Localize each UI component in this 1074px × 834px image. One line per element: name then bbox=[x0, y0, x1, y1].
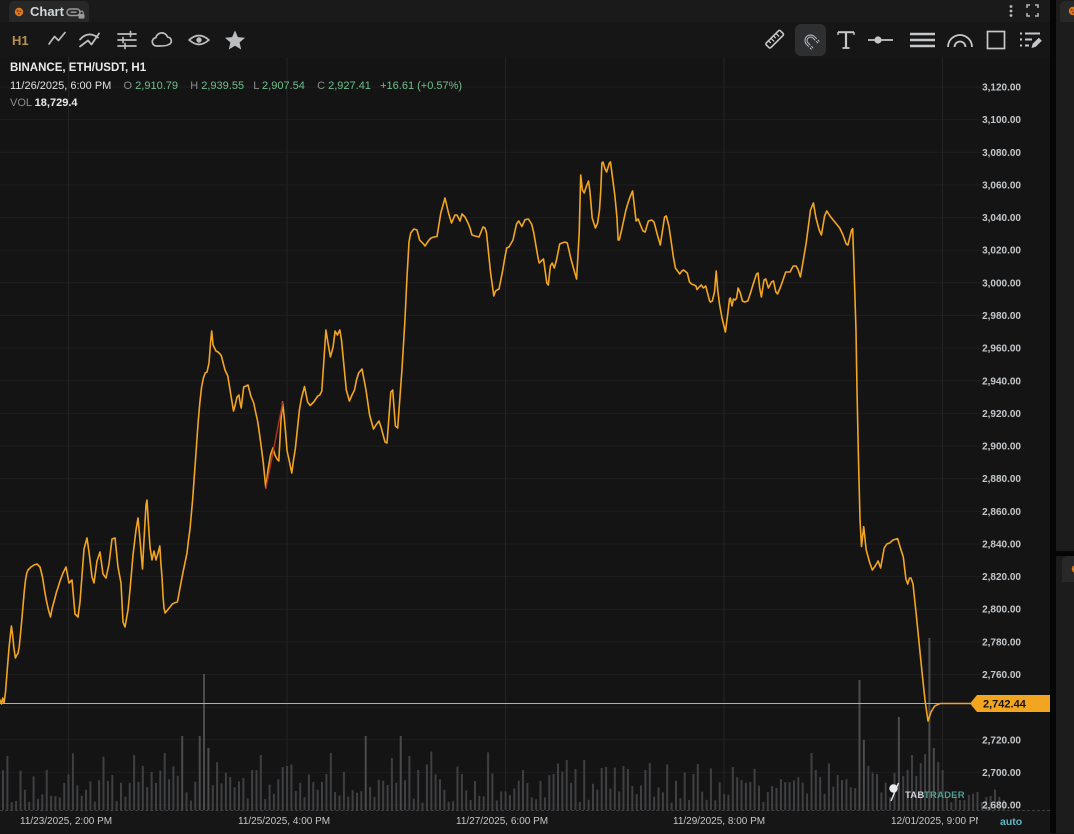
svg-text:3,040.00: 3,040.00 bbox=[982, 213, 1021, 224]
svg-text:3,060.00: 3,060.00 bbox=[982, 180, 1021, 191]
svg-text:2,900.00: 2,900.00 bbox=[982, 442, 1021, 453]
svg-text:2,980.00: 2,980.00 bbox=[982, 311, 1021, 322]
svg-text:3,100.00: 3,100.00 bbox=[982, 115, 1021, 126]
svg-text:2,860.00: 2,860.00 bbox=[982, 507, 1021, 518]
svg-text:2,780.00: 2,780.00 bbox=[982, 637, 1021, 648]
svg-text:2,940.00: 2,940.00 bbox=[982, 376, 1021, 387]
svg-text:2,720.00: 2,720.00 bbox=[982, 735, 1021, 746]
svg-text:2,820.00: 2,820.00 bbox=[982, 572, 1021, 583]
svg-text:3,120.00: 3,120.00 bbox=[982, 83, 1021, 94]
svg-text:3,020.00: 3,020.00 bbox=[982, 246, 1021, 257]
svg-text:2,700.00: 2,700.00 bbox=[982, 768, 1021, 779]
svg-text:2,880.00: 2,880.00 bbox=[982, 474, 1021, 485]
svg-text:3,000.00: 3,000.00 bbox=[982, 278, 1021, 289]
svg-text:2,960.00: 2,960.00 bbox=[982, 344, 1021, 355]
svg-text:2,920.00: 2,920.00 bbox=[982, 409, 1021, 420]
svg-text:2,840.00: 2,840.00 bbox=[982, 540, 1021, 551]
svg-text:2,800.00: 2,800.00 bbox=[982, 605, 1021, 616]
svg-text:TRADER: TRADER bbox=[924, 790, 965, 801]
svg-text:TAB: TAB bbox=[905, 790, 924, 801]
svg-text:2,742.44: 2,742.44 bbox=[983, 698, 1027, 710]
svg-text:3,080.00: 3,080.00 bbox=[982, 148, 1021, 159]
svg-text:2,760.00: 2,760.00 bbox=[982, 670, 1021, 681]
